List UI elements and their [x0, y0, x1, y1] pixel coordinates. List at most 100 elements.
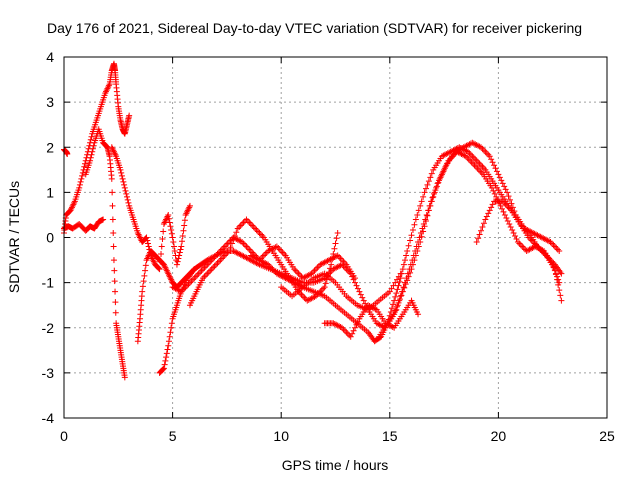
data-point: [259, 232, 266, 239]
data-point: [81, 160, 88, 167]
data-point: [438, 172, 445, 179]
data-point: [506, 196, 513, 203]
data-point: [353, 321, 360, 328]
data-point: [111, 278, 118, 285]
data-point: [168, 226, 175, 233]
data-point: [485, 151, 492, 158]
data-point: [507, 223, 514, 230]
data-point: [400, 284, 407, 291]
data-point: [494, 196, 501, 203]
data-point: [76, 184, 83, 191]
series-track-10: [247, 243, 359, 282]
data-point: [208, 266, 215, 273]
data-point: [90, 142, 97, 149]
data-point: [142, 262, 149, 269]
data-point: [158, 243, 165, 250]
data-point: [493, 168, 500, 175]
data-point: [145, 243, 152, 250]
data-point: [228, 240, 235, 247]
data-point: [110, 243, 117, 250]
data-point: [177, 246, 184, 253]
data-point: [402, 279, 409, 286]
data-point: [430, 190, 437, 197]
data-point: [139, 283, 146, 290]
data-point: [176, 249, 183, 256]
data-point: [215, 258, 222, 265]
data-point: [110, 257, 117, 264]
data-point: [213, 261, 220, 268]
data-point: [417, 229, 424, 236]
data-point: [79, 169, 86, 176]
data-point: [407, 237, 414, 244]
y-tick-label: 4: [46, 49, 54, 65]
data-point: [386, 288, 393, 295]
data-point: [403, 252, 410, 259]
data-point: [419, 225, 426, 232]
data-point: [388, 305, 395, 312]
data-point: [504, 189, 511, 196]
data-point: [426, 202, 433, 209]
data-point: [486, 153, 493, 160]
data-point: [550, 242, 557, 249]
data-point: [211, 263, 218, 270]
data-point: [167, 329, 174, 336]
data-point: [272, 244, 279, 251]
series-track-1: [61, 60, 133, 236]
data-point: [121, 184, 128, 191]
data-point: [164, 346, 171, 353]
data-point: [166, 333, 173, 340]
y-tick-label: -2: [42, 320, 55, 336]
data-point: [411, 221, 418, 228]
data-point: [352, 324, 359, 331]
data-point: [550, 264, 557, 271]
x-axis-label: GPS time / hours: [282, 457, 389, 473]
data-point: [392, 279, 399, 286]
data-point: [554, 273, 561, 280]
data-point: [121, 374, 128, 381]
data-point: [399, 266, 406, 273]
data-point: [485, 210, 492, 217]
data-point: [394, 276, 401, 283]
data-point: [514, 239, 521, 246]
data-point: [473, 239, 480, 246]
data-point: [109, 202, 116, 209]
x-tick-label: 20: [491, 428, 507, 444]
data-point: [354, 285, 361, 292]
data-point: [435, 179, 442, 186]
data-point: [191, 275, 198, 282]
data-point: [165, 211, 172, 218]
data-point: [123, 190, 130, 197]
data-point: [395, 273, 402, 280]
data-point: [512, 232, 519, 239]
data-point: [509, 226, 516, 233]
data-point: [333, 253, 340, 260]
data-point: [220, 254, 227, 261]
data-point: [404, 248, 411, 255]
data-point: [415, 207, 422, 214]
data-point: [397, 270, 404, 277]
chart-title: Day 176 of 2021, Sidereal Day-to-day VTE…: [47, 20, 582, 36]
data-point: [552, 270, 559, 277]
data-point: [181, 222, 188, 229]
data-point: [495, 171, 502, 178]
data-point: [331, 245, 338, 252]
data-point: [420, 193, 427, 200]
data-point: [518, 222, 525, 229]
data-point: [299, 293, 306, 300]
data-point: [350, 327, 357, 334]
data-point: [198, 267, 205, 274]
data-point: [109, 216, 116, 223]
data-point: [169, 234, 176, 241]
data-point: [89, 145, 96, 152]
data-point: [428, 170, 435, 177]
data-point: [227, 244, 234, 251]
data-point: [327, 265, 334, 272]
data-point: [142, 267, 149, 274]
data-point: [119, 175, 126, 182]
data-point: [390, 282, 397, 289]
data-point: [207, 267, 214, 274]
data-point: [490, 187, 497, 194]
data-point: [89, 148, 96, 155]
data-point: [394, 302, 401, 309]
